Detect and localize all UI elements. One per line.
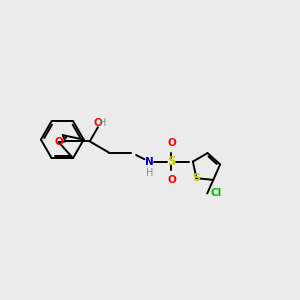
Text: O: O	[54, 137, 63, 147]
Text: O: O	[167, 139, 176, 148]
Text: O: O	[167, 175, 176, 185]
Text: S: S	[192, 173, 200, 183]
Text: H: H	[146, 168, 153, 178]
Text: H: H	[99, 118, 107, 128]
Text: N: N	[145, 157, 154, 166]
Text: S: S	[167, 155, 176, 168]
Text: O: O	[94, 118, 102, 128]
Text: Cl: Cl	[211, 188, 222, 199]
